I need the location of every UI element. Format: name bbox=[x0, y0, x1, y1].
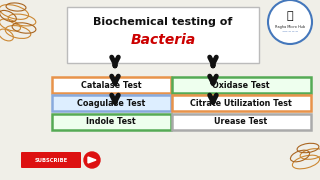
FancyBboxPatch shape bbox=[172, 95, 310, 111]
FancyBboxPatch shape bbox=[52, 77, 171, 93]
Circle shape bbox=[84, 152, 100, 168]
Text: Coagulase Test: Coagulase Test bbox=[77, 98, 145, 107]
FancyBboxPatch shape bbox=[52, 114, 171, 130]
Circle shape bbox=[268, 0, 312, 44]
Polygon shape bbox=[88, 157, 96, 163]
FancyBboxPatch shape bbox=[21, 152, 81, 168]
Text: Oxidase Test: Oxidase Test bbox=[212, 80, 270, 89]
Text: ~~~~~: ~~~~~ bbox=[281, 30, 299, 34]
Text: Indole Test: Indole Test bbox=[86, 118, 136, 127]
FancyBboxPatch shape bbox=[172, 77, 310, 93]
Text: Catalase Test: Catalase Test bbox=[81, 80, 141, 89]
Text: SUBSCRIBE: SUBSCRIBE bbox=[34, 158, 68, 163]
FancyBboxPatch shape bbox=[67, 7, 259, 63]
FancyBboxPatch shape bbox=[172, 114, 310, 130]
Text: Urease Test: Urease Test bbox=[214, 118, 268, 127]
Text: Biochemical testing of: Biochemical testing of bbox=[93, 17, 233, 27]
Text: Citrate Utilization Test: Citrate Utilization Test bbox=[190, 98, 292, 107]
Text: Bacteria: Bacteria bbox=[130, 33, 196, 47]
Text: Ragha Micro Hub: Ragha Micro Hub bbox=[275, 25, 305, 29]
FancyBboxPatch shape bbox=[52, 95, 171, 111]
Text: 🎓: 🎓 bbox=[287, 11, 293, 21]
